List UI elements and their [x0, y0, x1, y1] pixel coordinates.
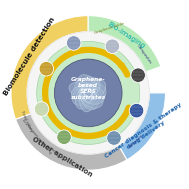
- Wedge shape: [88, 16, 161, 72]
- Ellipse shape: [77, 75, 98, 102]
- Text: Biomolecule detection: Biomolecule detection: [3, 16, 57, 97]
- Text: Cancer diagnosis & therapy
drug delivery: Cancer diagnosis & therapy drug delivery: [104, 101, 186, 163]
- Circle shape: [131, 68, 145, 82]
- Circle shape: [57, 130, 71, 144]
- Ellipse shape: [74, 78, 96, 100]
- Ellipse shape: [81, 86, 105, 104]
- Ellipse shape: [80, 83, 106, 103]
- Circle shape: [39, 61, 54, 76]
- Ellipse shape: [71, 85, 95, 101]
- Text: Graphene-
based
SERS
substrates: Graphene- based SERS substrates: [71, 77, 106, 100]
- Wedge shape: [119, 93, 166, 160]
- Ellipse shape: [79, 85, 103, 108]
- Circle shape: [54, 59, 122, 127]
- Ellipse shape: [79, 83, 95, 112]
- Ellipse shape: [76, 84, 95, 109]
- Ellipse shape: [82, 78, 100, 100]
- Circle shape: [105, 39, 120, 53]
- Text: Food safety: Food safety: [20, 111, 33, 133]
- Ellipse shape: [79, 79, 106, 102]
- Ellipse shape: [72, 85, 95, 105]
- Circle shape: [129, 103, 144, 118]
- Circle shape: [107, 131, 121, 145]
- Text: Other application: Other application: [31, 136, 94, 178]
- Circle shape: [27, 32, 149, 154]
- Text: others: others: [46, 146, 59, 156]
- Text: Environment monitoring: Environment monitoring: [20, 119, 52, 155]
- Text: Composites: Composites: [136, 43, 152, 64]
- Circle shape: [37, 41, 140, 144]
- Ellipse shape: [69, 82, 99, 100]
- Ellipse shape: [80, 85, 98, 110]
- Circle shape: [34, 102, 49, 116]
- Text: Bio-imaging: Bio-imaging: [106, 21, 146, 50]
- Circle shape: [67, 36, 81, 50]
- Ellipse shape: [79, 77, 99, 100]
- Text: Reduction: Reduction: [129, 133, 144, 149]
- Wedge shape: [15, 114, 127, 170]
- Text: Graphene oxide: Graphene oxide: [94, 22, 125, 35]
- Wedge shape: [11, 16, 88, 119]
